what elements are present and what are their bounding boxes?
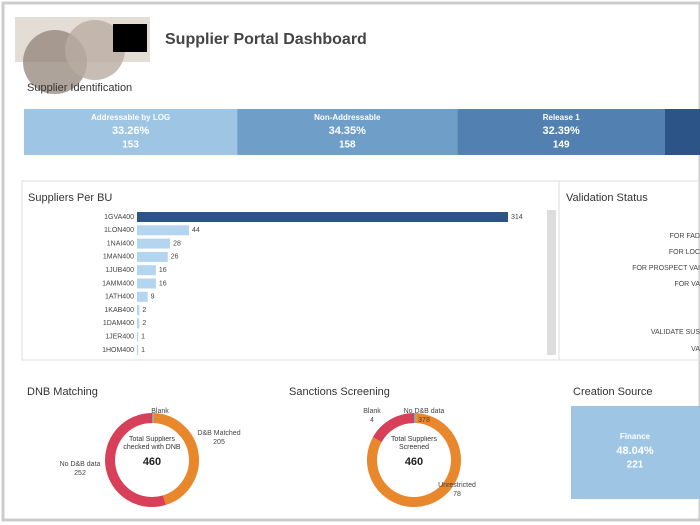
bar [137, 251, 168, 262]
cell-label: Finance [620, 432, 651, 441]
segment-label: Release 1 [543, 113, 580, 122]
slice-value: 205 [213, 439, 225, 446]
bar [137, 265, 156, 276]
donut-center-label-box: Total Suppliers checked with DNB [123, 436, 181, 451]
status-label: FOR PROSPECT VAI [632, 265, 700, 272]
bar [137, 345, 139, 355]
slice-label: No D&B data [404, 408, 445, 415]
bar [137, 225, 189, 236]
segment [24, 109, 238, 155]
page-title: Supplier Portal Dashboard [165, 31, 367, 48]
scrollbar[interactable] [547, 210, 556, 355]
bar-label: 1JUB400 [105, 267, 134, 274]
bar-value: 44 [192, 227, 200, 234]
chart-title: DNB Matching [27, 386, 98, 398]
bar-label: 1DAM400 [103, 320, 134, 327]
bar [137, 305, 140, 316]
donut-slice [372, 413, 415, 443]
bar-label: 1ATH400 [105, 294, 134, 301]
segment-label: Addressable by LOG [91, 113, 170, 122]
donut-center-label-box: Total Suppliers Screened [391, 436, 437, 451]
bar [137, 291, 148, 302]
segment [237, 109, 458, 155]
bar-value: 2 [142, 307, 146, 314]
status-label: VALIDATE SUS [651, 329, 700, 336]
bar-label: 1GVA400 [104, 214, 134, 221]
bar-value: 314 [511, 214, 523, 221]
logo-shape [65, 20, 125, 80]
segment-count: 153 [122, 140, 139, 151]
segment-share: 33.26% [112, 125, 150, 137]
bar-value: 16 [159, 280, 167, 287]
donut-slice [153, 413, 199, 505]
slice-label: Blank [151, 408, 169, 415]
segment-share: 34.35% [329, 125, 367, 137]
chart-title: Validation Status [566, 192, 648, 204]
chart-title: Suppliers Per BU [28, 192, 112, 204]
panel [558, 180, 700, 361]
bar-label: 1MAN400 [103, 254, 134, 261]
donut-center-label: Total Suppliers Screened [391, 436, 437, 451]
bar-value: 2 [142, 320, 146, 327]
bar-label: 1NAI400 [107, 240, 134, 247]
status-label: FOR FAD [670, 233, 700, 240]
bar [137, 331, 139, 342]
segment-count: 149 [553, 140, 570, 151]
bar [137, 278, 156, 289]
chart-title: Sanctions Screening [289, 386, 390, 398]
bar-label: 1AMM400 [102, 280, 134, 287]
bar-label: 1KAB400 [104, 307, 134, 314]
slice-label: Unrestricted [438, 482, 476, 489]
segment-share: 32.39% [543, 125, 581, 137]
bar [137, 318, 140, 329]
status-label: FOR LOC [669, 249, 700, 256]
segment-label: Non-Addressable [314, 113, 381, 122]
donut-total: 460 [143, 456, 161, 468]
treemap-cell [571, 406, 700, 499]
slice-label: Blank [363, 408, 381, 415]
cell-share: 48.04% [616, 445, 654, 457]
bar [137, 212, 508, 222]
donut-center-label: Total Suppliers checked with DNB [123, 436, 181, 451]
logo-mark [113, 24, 147, 52]
slice-label: No D&B data [60, 461, 101, 468]
chart-title: Supplier Identification [27, 82, 132, 94]
status-label: VA [691, 346, 700, 353]
status-label: FOR VA [674, 281, 700, 288]
truncated-segment [665, 109, 700, 155]
donut-total: 460 [405, 456, 423, 468]
slice-label: D&B Matched [197, 430, 240, 437]
bar-label: 1JER400 [105, 334, 134, 341]
slice-value: 78 [453, 491, 461, 498]
donut-slice [367, 413, 461, 507]
bar-value: 1 [141, 347, 145, 354]
donut-slice [105, 413, 166, 507]
slice-value: 252 [74, 470, 86, 477]
bar-value: 1 [141, 334, 145, 341]
bar [137, 238, 171, 249]
bar-value: 26 [171, 254, 179, 261]
slice-value: 4 [370, 417, 374, 424]
bar-label: 1LON400 [104, 227, 134, 234]
bar-value: 9 [151, 294, 155, 301]
bar-value: 16 [159, 267, 167, 274]
bar-label: 1HOM400 [102, 347, 134, 354]
segment-count: 158 [339, 140, 356, 151]
slice-value: 378 [418, 417, 430, 424]
segment [457, 109, 665, 155]
bar-value: 28 [173, 240, 181, 247]
chart-title: Creation Source [573, 386, 653, 398]
cell-count: 221 [627, 460, 644, 471]
